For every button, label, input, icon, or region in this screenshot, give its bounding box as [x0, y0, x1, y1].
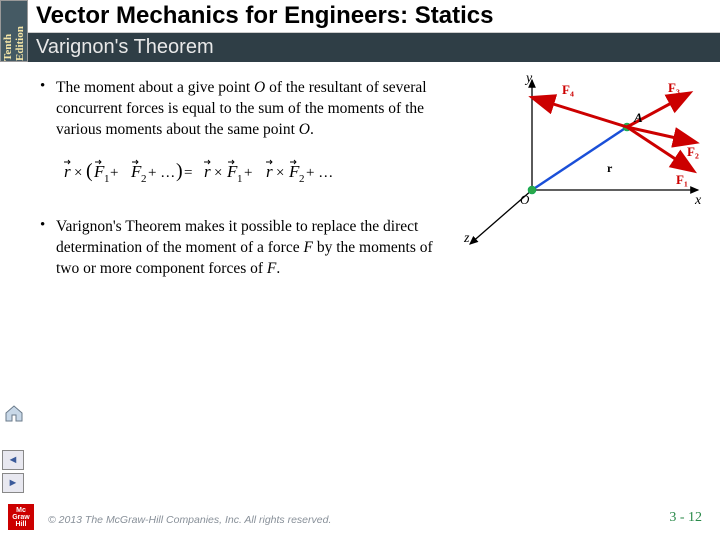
nav-next-icon[interactable]: ► — [2, 473, 24, 493]
svg-text:O: O — [520, 192, 530, 207]
bullet-marker: • — [40, 217, 56, 280]
nav-icons: ◄ ► — [2, 450, 28, 496]
svg-text:+ …: + … — [148, 165, 175, 181]
title-bar: Vector Mechanics for Engineers: Statics — [28, 0, 720, 33]
svg-text:F₃: F₃ — [668, 80, 680, 95]
copyright-text: © 2013 The McGraw-Hill Companies, Inc. A… — [48, 514, 331, 526]
svg-text:r: r — [64, 162, 71, 181]
bullet-2-text: Varignon's Theorem makes it possible to … — [56, 217, 440, 280]
edition-tab: Tenth Edition — [0, 0, 28, 62]
svg-text:+: + — [110, 165, 118, 181]
svg-text:r: r — [204, 162, 211, 181]
home-icon[interactable] — [4, 404, 24, 422]
svg-text:+: + — [244, 165, 252, 181]
publisher-logo: Mc Graw Hill — [8, 504, 34, 530]
svg-text:2: 2 — [299, 173, 305, 185]
svg-text:2: 2 — [141, 173, 147, 185]
bullet-marker: • — [40, 78, 56, 141]
equation: r × ( F 1 + F 2 + … ) = r × F 1 + r × F — [58, 155, 440, 189]
svg-text:×: × — [276, 165, 284, 181]
svg-text:z: z — [463, 231, 470, 246]
svg-text:): ) — [176, 160, 183, 182]
svg-text:1: 1 — [104, 173, 110, 185]
svg-text:A: A — [633, 110, 643, 125]
force-diagram: y x z O A r F₁ F₂ F₃ F₄ — [462, 72, 706, 264]
svg-text:=: = — [184, 165, 192, 181]
svg-text:y: y — [524, 72, 533, 86]
nav-prev-icon[interactable]: ◄ — [2, 450, 24, 470]
svg-text:(: ( — [86, 160, 93, 182]
bullet-2: • Varignon's Theorem makes it possible t… — [40, 217, 440, 280]
subtitle-bar: Varignon's Theorem — [28, 33, 720, 62]
book-title: Vector Mechanics for Engineers: Statics — [36, 2, 494, 30]
svg-text:×: × — [74, 165, 82, 181]
section-title: Varignon's Theorem — [36, 36, 214, 59]
content-area: • The moment about a give point O of the… — [40, 78, 440, 294]
svg-text:1: 1 — [237, 173, 243, 185]
svg-text:r: r — [607, 161, 613, 175]
page-number: 3 - 12 — [669, 510, 702, 526]
svg-text:×: × — [214, 165, 222, 181]
svg-text:x: x — [694, 193, 702, 208]
svg-text:r: r — [266, 162, 273, 181]
bullet-1: • The moment about a give point O of the… — [40, 78, 440, 141]
footer: Mc Graw Hill © 2013 The McGraw-Hill Comp… — [0, 500, 720, 530]
svg-text:+ …: + … — [306, 165, 333, 181]
svg-text:F₂: F₂ — [687, 144, 699, 159]
bullet-1-text: The moment about a give point O of the r… — [56, 78, 440, 141]
svg-text:F₄: F₄ — [562, 82, 574, 97]
svg-text:F₁: F₁ — [676, 172, 688, 187]
